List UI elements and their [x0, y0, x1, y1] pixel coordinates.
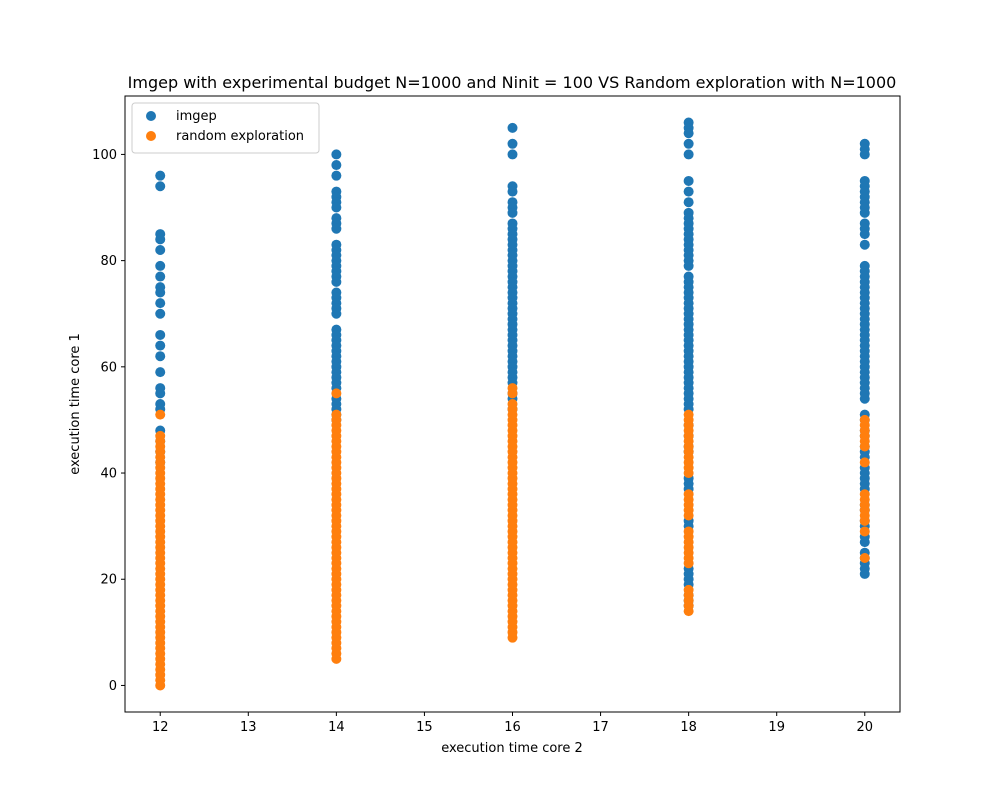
imgep-point — [683, 186, 694, 197]
random-exploration-point — [683, 584, 694, 595]
imgep-point — [155, 170, 166, 181]
y-axis-label: execution time core 1 — [68, 333, 83, 475]
imgep-point — [507, 186, 518, 197]
imgep-point — [507, 207, 518, 218]
y-axis: 0 20 40 60 80 100 — [92, 148, 125, 694]
random-exploration-point — [331, 409, 342, 420]
random-exploration-point — [507, 399, 518, 409]
imgep-point — [331, 170, 342, 181]
points-layer — [155, 117, 870, 691]
legend-marker-imgep — [146, 111, 156, 121]
x-tick-label: 17 — [592, 720, 609, 735]
imgep-point — [155, 340, 166, 351]
imgep-point — [155, 351, 166, 362]
y-tick-label: 100 — [92, 148, 117, 163]
random-exploration-point — [683, 526, 694, 537]
y-tick-label: 60 — [100, 360, 117, 375]
imgep-point — [155, 388, 166, 399]
imgep-point — [155, 234, 166, 245]
random-exploration-point — [859, 457, 870, 468]
x-tick-label: 12 — [152, 720, 169, 735]
imgep-point — [859, 393, 870, 404]
imgep-point — [331, 223, 342, 234]
random-exploration-point — [683, 489, 694, 500]
imgep-point — [331, 276, 342, 287]
y-tick-label: 80 — [100, 254, 117, 269]
random-exploration-point — [155, 409, 166, 420]
random-exploration-point — [683, 409, 694, 420]
random-exploration-point — [859, 441, 870, 452]
imgep-point — [859, 537, 870, 548]
imgep-point — [331, 160, 342, 171]
x-tick-label: 19 — [768, 720, 785, 735]
imgep-point — [155, 260, 166, 271]
random-exploration-point — [507, 388, 518, 399]
x-tick-label: 15 — [416, 720, 433, 735]
legend-marker-random-exploration — [146, 131, 156, 141]
x-tick-label: 18 — [680, 720, 697, 735]
legend-box — [131, 102, 320, 154]
y-tick-label: 0 — [109, 679, 117, 694]
random-exploration-point — [859, 553, 870, 563]
x-axis-label: execution time core 2 — [441, 741, 583, 756]
imgep-point — [683, 128, 694, 139]
imgep-point — [155, 308, 166, 319]
legend-label-imgep: imgep — [176, 109, 217, 124]
imgep-point — [155, 245, 166, 255]
series-random-exploration — [155, 383, 870, 691]
x-tick-label: 16 — [504, 720, 521, 735]
legend-label-random-exploration: random exploration — [176, 129, 304, 144]
imgep-point — [859, 568, 870, 579]
imgep-point — [155, 298, 166, 309]
imgep-point — [507, 149, 518, 160]
imgep-point — [859, 229, 870, 240]
imgep-point — [155, 271, 166, 282]
imgep-point — [331, 149, 342, 160]
imgep-point — [859, 207, 870, 218]
chart-title: Imgep with experimental budget N=1000 an… — [128, 73, 897, 92]
imgep-point — [155, 367, 166, 378]
imgep-point — [683, 149, 694, 160]
imgep-point — [155, 329, 166, 340]
imgep-point — [155, 287, 166, 298]
x-axis: 12 13 14 15 16 17 18 19 20 — [152, 712, 873, 735]
random-exploration-point — [859, 526, 870, 537]
imgep-point — [683, 138, 694, 149]
imgep-point — [331, 308, 342, 319]
random-exploration-point — [331, 388, 342, 399]
x-tick-label: 13 — [240, 720, 257, 735]
imgep-point — [683, 260, 694, 271]
x-tick-label: 14 — [328, 720, 345, 735]
random-exploration-point — [859, 515, 870, 526]
random-exploration-point — [155, 430, 166, 441]
imgep-point — [859, 149, 870, 160]
imgep-point — [507, 122, 518, 133]
imgep-point — [683, 197, 694, 208]
imgep-point — [683, 175, 694, 186]
legend: imgep random exploration — [131, 102, 320, 154]
imgep-point — [859, 239, 870, 250]
x-tick-label: 20 — [856, 720, 873, 735]
imgep-point — [331, 202, 342, 213]
y-tick-label: 20 — [100, 573, 117, 588]
y-tick-label: 40 — [100, 467, 117, 482]
imgep-point — [507, 138, 518, 149]
imgep-point — [155, 181, 166, 192]
